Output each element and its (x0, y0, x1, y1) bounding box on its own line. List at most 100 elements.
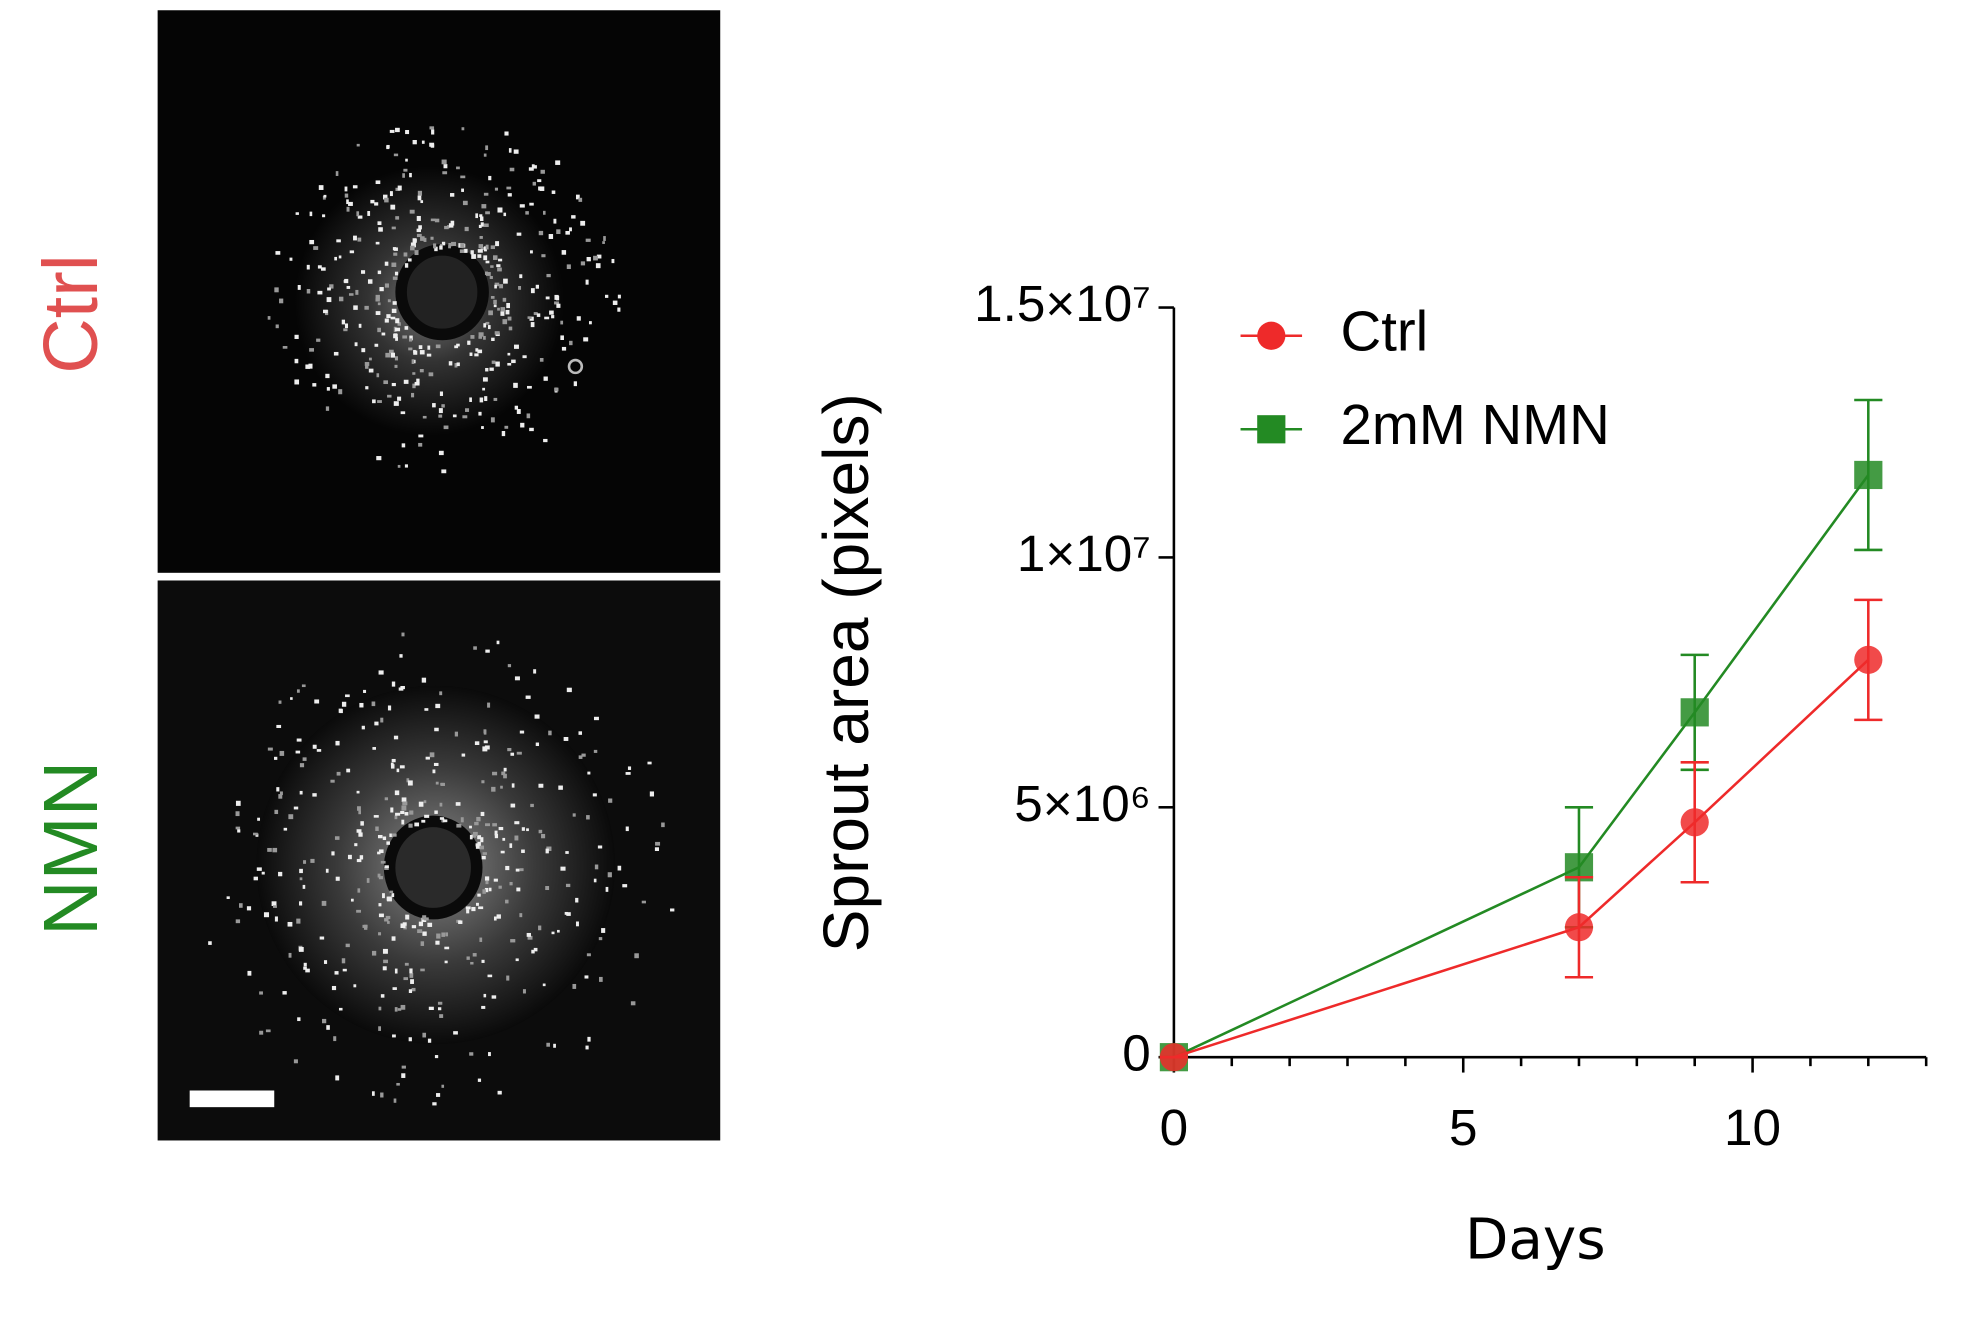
sprout-speck (546, 273, 551, 278)
sprout-speck (511, 359, 516, 364)
sprout-speck (456, 823, 462, 828)
sprout-speck (375, 294, 380, 300)
sprout-speck (497, 207, 503, 213)
sprout-speck (347, 854, 352, 860)
sprout-speck (557, 929, 560, 933)
sprout-speck (384, 261, 389, 266)
sprout-speck (554, 301, 560, 305)
sprout-speck (275, 324, 279, 329)
sprout-speck (536, 313, 541, 317)
sprout-speck (335, 876, 340, 881)
series-line (1173, 658, 1870, 1059)
sprout-speck (357, 215, 363, 219)
sprout-speck (548, 234, 554, 239)
sprout-speck (434, 727, 439, 732)
sprout-speck (587, 1036, 591, 1042)
sprout-speck (392, 247, 397, 251)
sprout-speck (353, 305, 358, 310)
sprout-speck (422, 1032, 427, 1038)
sprout-speck (419, 369, 424, 373)
sprout-speck (387, 394, 392, 398)
sprout-speck (403, 379, 409, 384)
sprout-speck (617, 865, 622, 871)
sprout-speck (331, 851, 335, 856)
sprout-speck (235, 800, 241, 806)
sprout-speck (278, 700, 282, 704)
sprout-speck (516, 887, 521, 892)
sprout-speck (494, 187, 499, 191)
sprout-speck (543, 210, 546, 215)
sprout-speck (521, 849, 525, 853)
sprout-speck (439, 691, 443, 696)
sprout-speck (323, 960, 328, 964)
sprout-speck (314, 699, 320, 704)
sprout-speck (374, 202, 379, 206)
sprout-speck (588, 321, 592, 325)
sprout-speck (516, 232, 522, 236)
sprout-speck (435, 940, 440, 945)
sprout-speck (434, 218, 440, 223)
sprout-speck (392, 987, 397, 990)
sprout-speck (482, 852, 487, 855)
sprout-speck (352, 185, 358, 189)
sprout-speck (506, 303, 511, 309)
sprout-speck (385, 352, 391, 358)
sprout-speck (593, 716, 599, 721)
data-point (1854, 460, 1883, 490)
sprout-speck (586, 953, 591, 957)
sprout-speck (444, 960, 448, 964)
sprout-speck (534, 714, 540, 719)
sprout-speck (494, 284, 497, 289)
sprout-speck (408, 989, 413, 994)
sprout-speck (208, 941, 212, 945)
sprout-speck (495, 241, 500, 247)
sprout-speck (378, 1006, 382, 1011)
sprout-speck (539, 357, 544, 362)
sprout-speck (366, 878, 370, 883)
x-tick-label: 0 (1160, 1099, 1189, 1156)
sprout-speck (554, 294, 559, 300)
sprout-speck (586, 256, 591, 262)
sprout-speck (533, 947, 538, 952)
sprout-speck (299, 877, 303, 881)
sprout-speck (400, 1004, 406, 1010)
sprout-speck (500, 311, 505, 316)
sprout-speck (470, 961, 474, 965)
sprout-speck (556, 229, 561, 235)
sprout-speck (578, 731, 583, 735)
sprout-speck (374, 721, 379, 726)
sprout-speck (358, 810, 362, 815)
sprout-speck (471, 254, 476, 259)
sprout-speck (333, 1036, 337, 1042)
sprout-speck (496, 640, 500, 645)
sprout-speck (274, 756, 278, 760)
sprout-speck (309, 348, 315, 352)
sprout-speck (377, 873, 381, 878)
sprout-speck (293, 806, 299, 810)
y-axis-label: Sprout area (pixels) (810, 393, 882, 952)
sprout-speck (414, 822, 420, 827)
sprout-speck (404, 962, 409, 966)
sprout-speck (294, 358, 299, 364)
sprout-speck (491, 337, 495, 342)
sprout-speck (279, 750, 285, 756)
sprout-speck (576, 316, 581, 321)
sprout-speck (444, 946, 450, 950)
sprout-speck (289, 257, 293, 261)
sprout-speck (303, 860, 307, 864)
sprout-speck (400, 810, 405, 815)
sprout-speck (528, 167, 534, 171)
sprout-speck (473, 646, 477, 650)
sprout-speck (489, 367, 494, 371)
sprout-speck (310, 858, 315, 863)
panel-label: Ctrl (28, 254, 114, 374)
sprout-speck (477, 1078, 482, 1082)
sprout-speck (409, 172, 412, 178)
sprout-speck (400, 685, 405, 690)
sprout-speck (383, 380, 389, 385)
sprout-speck (462, 200, 468, 206)
sprout-speck (481, 855, 486, 860)
sprout-speck (377, 834, 383, 839)
sprout-speck (283, 827, 288, 831)
sprout-speck (226, 896, 230, 899)
